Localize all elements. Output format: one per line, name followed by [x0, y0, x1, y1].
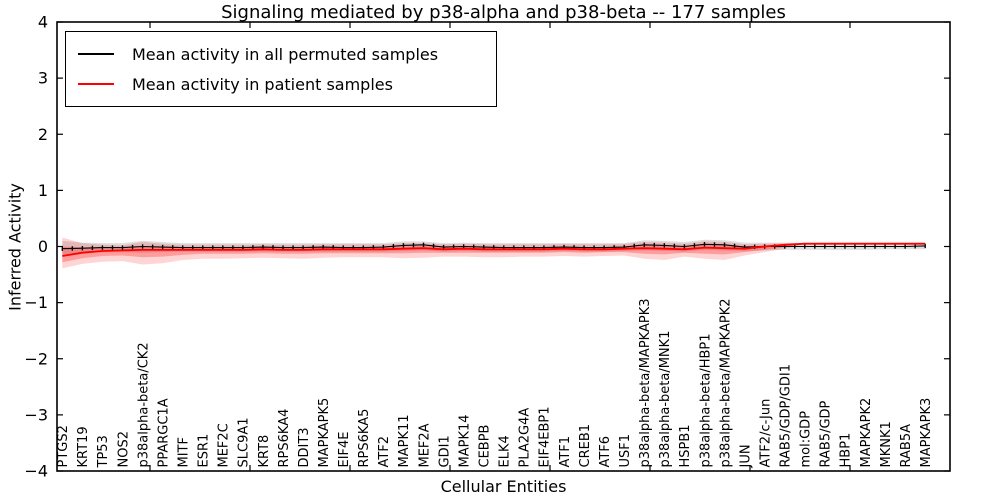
x-tick-label: EIF4E — [337, 431, 352, 467]
x-tick-label: PLA2G4A — [518, 408, 533, 468]
x-tick-label: TP53 — [96, 435, 111, 468]
x-tick-label: RAB5/GDP/GDI1 — [779, 364, 794, 467]
x-tick-label: ATF2 — [377, 436, 392, 468]
legend-item-patient: Mean activity in patient samples — [78, 69, 484, 99]
x-tick-label: HBP1 — [839, 433, 854, 468]
y-axis-label: Inferred Activity — [5, 183, 25, 311]
x-tick-label: CEBPB — [478, 425, 493, 468]
y-tick-label: −3 — [24, 405, 48, 424]
x-tick-label: p38alpha-beta/MNK1 — [658, 331, 673, 468]
x-tick-label: p38alpha-beta/CK2 — [136, 342, 151, 467]
y-tick-label: 3 — [38, 69, 48, 88]
y-tick-label: 1 — [38, 181, 48, 200]
x-tick-label: USF1 — [618, 434, 633, 468]
y-tick-label: −4 — [24, 462, 48, 481]
legend-line-black — [78, 53, 114, 55]
x-tick-label: MAPK11 — [397, 414, 412, 467]
x-tick-label: GDI1 — [437, 435, 452, 467]
x-tick-label: RAB5A — [899, 424, 914, 468]
x-tick-label: DDIT3 — [297, 427, 312, 467]
x-tick-label: RPS6KA4 — [277, 409, 292, 468]
legend-item-permuted: Mean activity in all permuted samples — [78, 39, 484, 69]
y-tick-label: 2 — [38, 125, 48, 144]
y-tick-label: 4 — [38, 13, 48, 32]
x-tick-label: MAPKAPK3 — [919, 398, 934, 468]
legend-label-permuted: Mean activity in all permuted samples — [132, 44, 439, 64]
x-tick-label: RPS6KA5 — [357, 409, 372, 468]
x-tick-label: ELK4 — [498, 435, 513, 467]
x-tick-label: MEF2A — [417, 423, 432, 467]
x-tick-label: HSPB1 — [678, 424, 693, 467]
x-tick-label: MAPKAPK5 — [317, 398, 332, 468]
x-tick-label: SLC9A1 — [237, 417, 252, 467]
x-tick-label: NOS2 — [116, 431, 131, 467]
x-tick-label: MAPKAPK2 — [859, 398, 874, 468]
x-tick-label: ATF6 — [598, 436, 613, 468]
x-tick-label: MAPK14 — [457, 414, 472, 467]
x-tick-label: ATF2/c-Jun — [759, 399, 774, 468]
x-tick-label: ESR1 — [197, 434, 212, 468]
x-axis-label: Cellular Entities — [440, 477, 567, 496]
x-tick-label: CREB1 — [578, 424, 593, 468]
x-tick-label: MITF — [177, 437, 192, 467]
chart-title: Signaling mediated by p38-alpha and p38-… — [221, 2, 786, 23]
x-tick-label: MEF2C — [217, 423, 232, 467]
x-tick-label: p38alpha-beta/MAPKAPK2 — [718, 299, 733, 468]
x-tick-label: PTGS2 — [56, 425, 71, 467]
x-tick-label: RAB5/GDP — [819, 400, 834, 467]
y-tick-label: −2 — [24, 349, 48, 368]
x-tick-label: KRT8 — [257, 435, 272, 468]
x-tick-label: KRT19 — [76, 426, 91, 467]
patient-range-outer-band — [62, 237, 926, 269]
x-tick-label: ATF1 — [558, 436, 573, 468]
x-tick-label: EIF4EBP1 — [538, 406, 553, 467]
y-tick-label: −1 — [24, 293, 48, 312]
legend: Mean activity in all permuted samples Me… — [65, 31, 497, 107]
x-tick-label: mol:GDP — [799, 411, 814, 468]
x-tick-label: JUN — [738, 444, 753, 468]
y-tick-label: 0 — [38, 237, 48, 256]
x-tick-label: p38alpha-beta/MAPKAPK3 — [638, 299, 653, 468]
x-tick-label: MKNK1 — [879, 421, 894, 467]
patient-mean-line — [62, 242, 926, 257]
x-tick-label: p38alpha-beta/HBP1 — [698, 333, 713, 467]
legend-label-patient: Mean activity in patient samples — [132, 74, 393, 94]
x-tick-label: PPARGC1A — [156, 398, 171, 467]
legend-line-red — [78, 83, 114, 85]
